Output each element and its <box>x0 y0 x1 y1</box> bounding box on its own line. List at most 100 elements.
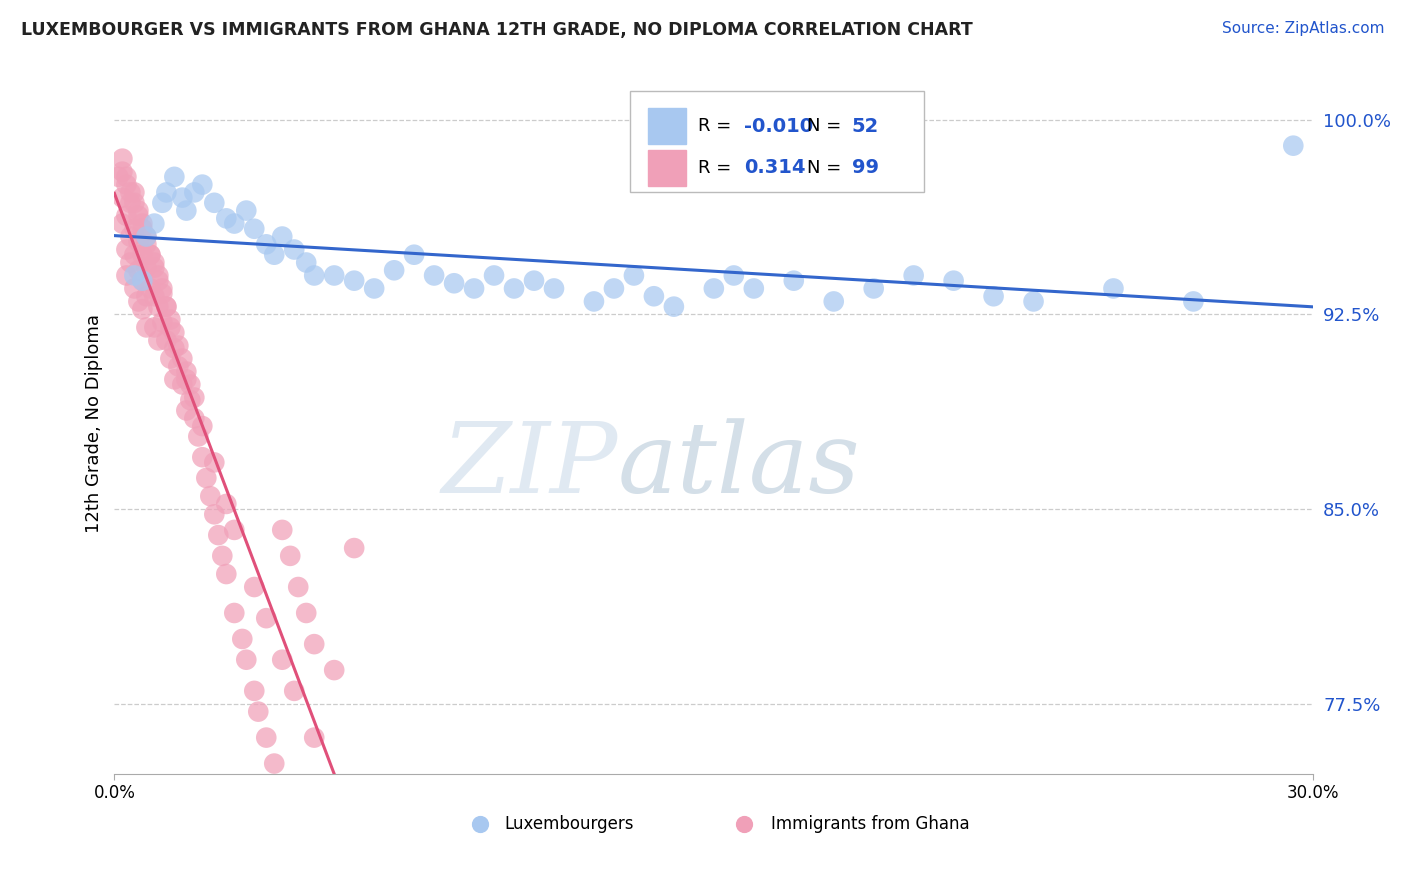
Point <box>167 359 190 374</box>
Point <box>323 268 346 283</box>
Point <box>224 606 246 620</box>
Point <box>243 684 266 698</box>
Text: N =: N = <box>807 159 848 177</box>
Point <box>143 320 166 334</box>
Point <box>163 341 186 355</box>
Point <box>183 186 205 200</box>
Point <box>172 191 194 205</box>
Point <box>903 268 925 283</box>
Point <box>302 731 325 745</box>
Point <box>176 203 198 218</box>
Point <box>302 268 325 283</box>
Point <box>195 471 218 485</box>
Point <box>263 756 285 771</box>
Point <box>124 195 146 210</box>
Point <box>1102 281 1125 295</box>
FancyBboxPatch shape <box>630 90 924 192</box>
Point <box>302 637 325 651</box>
Point <box>191 178 214 192</box>
Point <box>983 289 1005 303</box>
Point <box>423 268 446 283</box>
Point <box>172 351 194 366</box>
Point <box>179 393 201 408</box>
Point <box>176 403 198 417</box>
Point <box>155 334 177 348</box>
Point <box>224 523 246 537</box>
Point <box>215 497 238 511</box>
Text: 99: 99 <box>852 158 879 178</box>
Point <box>139 248 162 262</box>
Point <box>224 217 246 231</box>
Point <box>159 351 181 366</box>
Point <box>115 243 138 257</box>
Point <box>131 217 153 231</box>
Point <box>231 632 253 646</box>
Point <box>862 281 884 295</box>
Text: LUXEMBOURGER VS IMMIGRANTS FROM GHANA 12TH GRADE, NO DIPLOMA CORRELATION CHART: LUXEMBOURGER VS IMMIGRANTS FROM GHANA 12… <box>21 21 973 38</box>
Point <box>215 211 238 226</box>
Point <box>263 248 285 262</box>
Text: ZIP: ZIP <box>441 417 617 513</box>
Point <box>127 203 149 218</box>
Point <box>343 541 366 555</box>
Point <box>343 274 366 288</box>
Point <box>107 169 129 184</box>
Point <box>115 169 138 184</box>
Point <box>143 217 166 231</box>
Point <box>323 663 346 677</box>
Text: 52: 52 <box>852 117 879 136</box>
Point <box>135 229 157 244</box>
Point <box>295 606 318 620</box>
Point <box>463 281 485 295</box>
Point <box>115 178 138 192</box>
Point <box>143 289 166 303</box>
Point <box>135 229 157 244</box>
Point <box>623 268 645 283</box>
Point <box>202 455 225 469</box>
Point <box>207 528 229 542</box>
Point <box>148 300 170 314</box>
Point <box>120 186 142 200</box>
Point <box>243 221 266 235</box>
Point <box>235 203 257 218</box>
Point <box>202 195 225 210</box>
Point <box>503 281 526 295</box>
Point <box>179 377 201 392</box>
Point <box>523 274 546 288</box>
Point <box>191 419 214 434</box>
Point <box>382 263 405 277</box>
Point <box>131 302 153 317</box>
Point <box>211 549 233 563</box>
Point <box>135 289 157 303</box>
Point <box>183 411 205 425</box>
Point <box>163 326 186 340</box>
Point <box>159 312 181 326</box>
Point <box>783 274 806 288</box>
Text: 0.314: 0.314 <box>744 158 806 178</box>
Point <box>111 152 134 166</box>
Point <box>603 281 626 295</box>
Point <box>167 338 190 352</box>
Text: Luxembourgers: Luxembourgers <box>503 815 634 833</box>
Point <box>120 195 142 210</box>
Point <box>143 255 166 269</box>
Point <box>235 653 257 667</box>
Point <box>143 260 166 275</box>
Point <box>163 372 186 386</box>
Point <box>148 334 170 348</box>
Point <box>283 243 305 257</box>
Point <box>131 221 153 235</box>
Point <box>127 294 149 309</box>
Point <box>131 248 153 262</box>
Point <box>202 508 225 522</box>
Point <box>139 248 162 262</box>
Point <box>742 281 765 295</box>
Point <box>155 300 177 314</box>
Text: Source: ZipAtlas.com: Source: ZipAtlas.com <box>1222 21 1385 36</box>
Point <box>120 255 142 269</box>
Point <box>135 320 157 334</box>
Point <box>150 281 173 295</box>
Text: R =: R = <box>699 159 737 177</box>
Point <box>582 294 605 309</box>
Point <box>155 186 177 200</box>
